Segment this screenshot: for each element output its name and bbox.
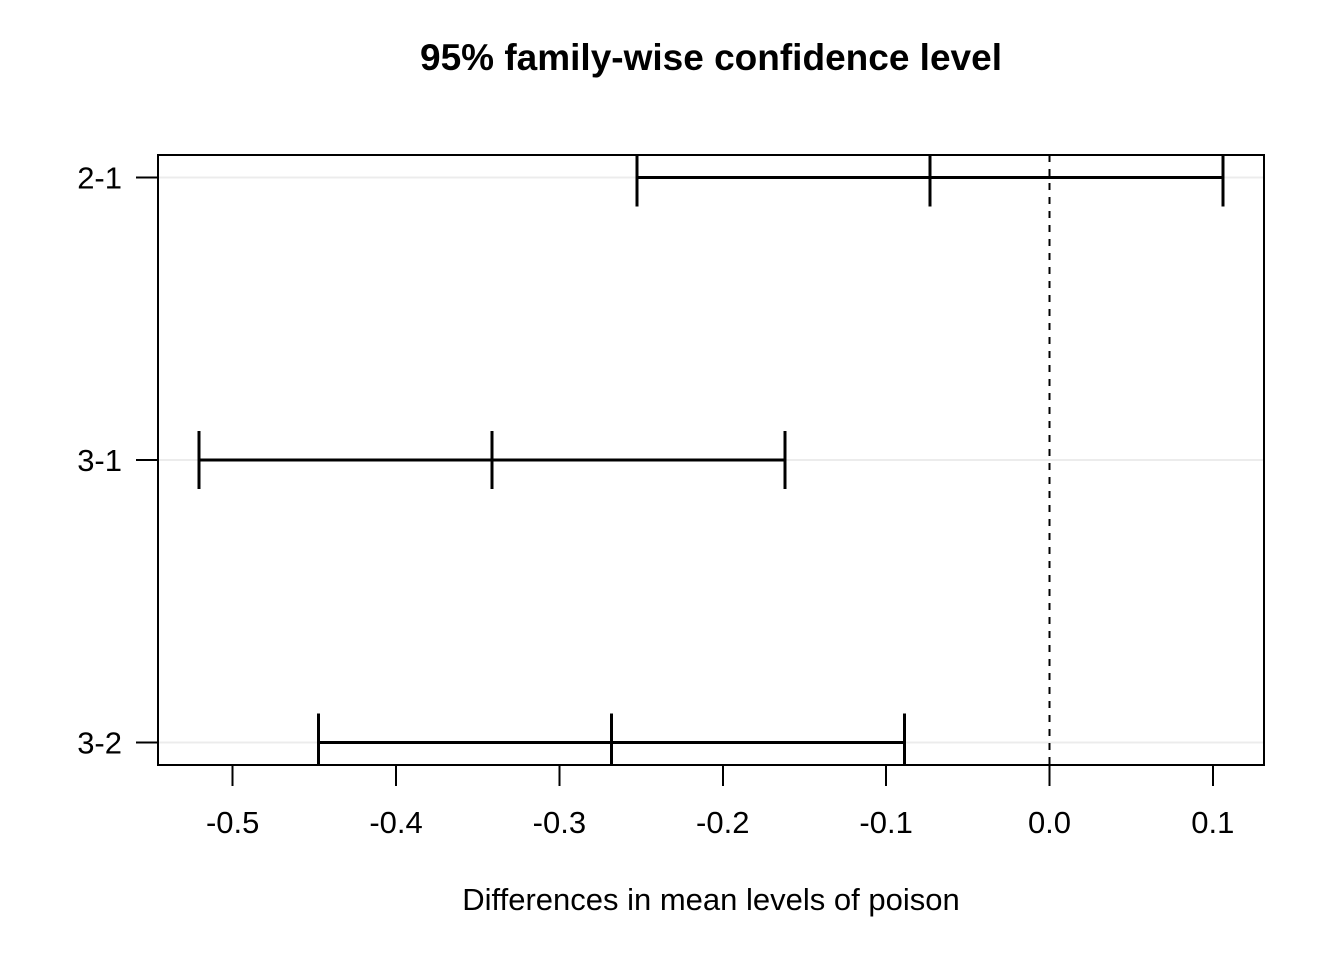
x-axis-title: Differences in mean levels of poison bbox=[462, 882, 960, 917]
confidence-interval-2-1 bbox=[635, 155, 1225, 207]
x-tick-label-0.0: 0.0 bbox=[1028, 805, 1071, 840]
y-tick-label-3-1: 3-1 bbox=[77, 443, 122, 478]
x-tick-label--0.4: -0.4 bbox=[369, 805, 422, 840]
x-tick-label--0.1: -0.1 bbox=[859, 805, 912, 840]
confidence-interval-3-2 bbox=[316, 713, 907, 765]
y-tick-label-2-1: 2-1 bbox=[77, 161, 122, 196]
x-tick-label--0.2: -0.2 bbox=[696, 805, 749, 840]
interval-marks-group bbox=[197, 155, 1225, 765]
chart-title: 95% family-wise confidence level bbox=[420, 37, 1002, 78]
x-tick-label-0.1: 0.1 bbox=[1191, 805, 1234, 840]
x-tick-label--0.5: -0.5 bbox=[206, 805, 259, 840]
x-tick-label--0.3: -0.3 bbox=[533, 805, 586, 840]
confidence-interval-3-1 bbox=[197, 431, 787, 489]
y-tick-label-3-2: 3-2 bbox=[77, 725, 122, 760]
